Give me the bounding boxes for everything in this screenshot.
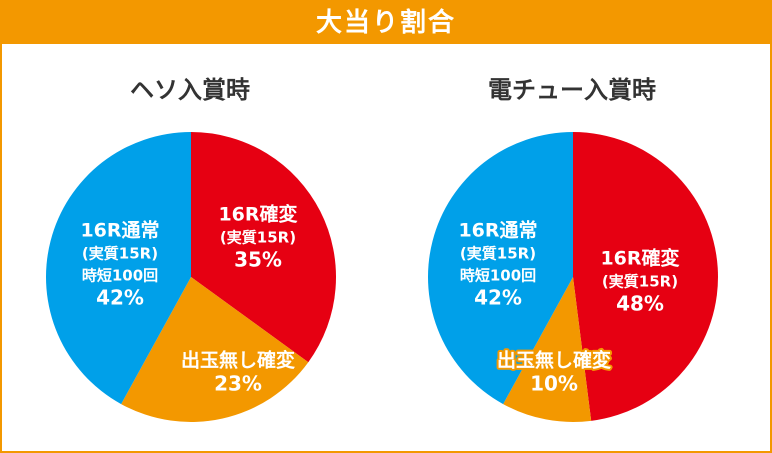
pie-left-slice-2 — [45, 132, 191, 405]
pie-left-label-1-line-0: 出玉無し確変 — [181, 349, 295, 372]
pie-right-label-2-line-2: 時短100回 — [460, 267, 536, 285]
pie-left-label-0-line-0: 16R確変 — [218, 203, 297, 226]
pie-left-label-0: 16R確変 (実質15R)35% — [218, 203, 297, 272]
pie-right-slice-1 — [503, 277, 592, 422]
pie-left-label-0-line-1: (実質15R) — [220, 229, 296, 247]
pie-left-label-1-value: 23% — [214, 372, 262, 396]
header-title: 大当り割合 — [2, 2, 770, 44]
pie-right-label-1-line-0: 出玉無し確変 — [497, 349, 611, 372]
pie-left-label-2-line-2: 時短100回 — [82, 267, 158, 285]
pie-left-label-2-value: 42% — [96, 286, 144, 310]
pie-left-slice-1 — [121, 277, 309, 422]
pie-left-label-2-line-0: 16R通常 — [80, 219, 159, 242]
pie-right-label-2-value: 42% — [474, 286, 522, 310]
pie-left-label-0-value: 35% — [234, 248, 282, 272]
pie-right-label-0-line-1: (実質15R) — [602, 273, 678, 291]
pie-right-label-2-line-0: 16R通常 — [458, 219, 537, 242]
pie-right-label-0-value: 48% — [616, 292, 664, 316]
pie-right-slice-0 — [573, 132, 718, 421]
pie-right-label-0: 16R確変 (実質15R)48% — [600, 247, 679, 316]
pie-left-slice-0 — [191, 132, 336, 363]
pie-right-label-1-value: 10% — [530, 372, 578, 396]
chart-title-left: ヘソ入賞時 — [130, 76, 250, 104]
pie-left-label-2-line-1: (実質15R) — [82, 245, 158, 263]
chart-title-right: 電チュー入賞時 — [488, 76, 656, 104]
pie-right-label-0-line-0: 16R確変 — [600, 247, 679, 270]
pie-right-slice-2 — [428, 132, 573, 405]
pie-right-label-2-line-1: (実質15R) — [460, 245, 536, 263]
